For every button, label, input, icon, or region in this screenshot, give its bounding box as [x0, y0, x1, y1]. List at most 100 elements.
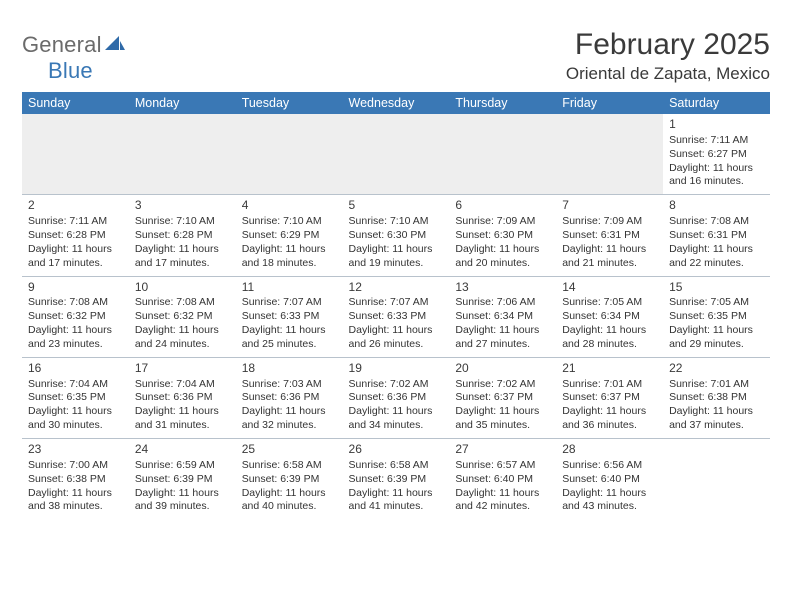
day-cell: 23Sunrise: 7:00 AMSunset: 6:38 PMDayligh…: [22, 439, 129, 520]
day-cell: 11Sunrise: 7:07 AMSunset: 6:33 PMDayligh…: [236, 276, 343, 357]
day-number: 17: [135, 361, 230, 377]
day-number: 21: [562, 361, 657, 377]
day-cell: 27Sunrise: 6:57 AMSunset: 6:40 PMDayligh…: [449, 439, 556, 520]
day-number: 11: [242, 280, 337, 296]
sunset-line: Sunset: 6:32 PM: [28, 310, 123, 324]
calendar-body: 1Sunrise: 7:11 AMSunset: 6:27 PMDaylight…: [22, 114, 770, 519]
sunset-line: Sunset: 6:39 PM: [242, 473, 337, 487]
day-number: 25: [242, 442, 337, 458]
daylight-line: Daylight: 11 hours and 20 minutes.: [455, 243, 550, 271]
sunrise-line: Sunrise: 7:10 AM: [135, 215, 230, 229]
day-cell: 28Sunrise: 6:56 AMSunset: 6:40 PMDayligh…: [556, 439, 663, 520]
sunset-line: Sunset: 6:29 PM: [242, 229, 337, 243]
daylight-line: Daylight: 11 hours and 35 minutes.: [455, 405, 550, 433]
sunset-line: Sunset: 6:35 PM: [669, 310, 764, 324]
day-cell: [449, 114, 556, 195]
sunrise-line: Sunrise: 7:00 AM: [28, 459, 123, 473]
sunset-line: Sunset: 6:30 PM: [349, 229, 444, 243]
sunset-line: Sunset: 6:40 PM: [455, 473, 550, 487]
day-number: 4: [242, 198, 337, 214]
daylight-line: Daylight: 11 hours and 30 minutes.: [28, 405, 123, 433]
day-cell: 18Sunrise: 7:03 AMSunset: 6:36 PMDayligh…: [236, 357, 343, 438]
sunrise-line: Sunrise: 7:08 AM: [135, 296, 230, 310]
sunrise-line: Sunrise: 6:57 AM: [455, 459, 550, 473]
calendar-table: SundayMondayTuesdayWednesdayThursdayFrid…: [22, 92, 770, 519]
day-cell: [343, 114, 450, 195]
brand-name-blue: Blue: [48, 58, 93, 83]
sunset-line: Sunset: 6:33 PM: [242, 310, 337, 324]
sunset-line: Sunset: 6:36 PM: [242, 391, 337, 405]
day-cell: 13Sunrise: 7:06 AMSunset: 6:34 PMDayligh…: [449, 276, 556, 357]
sunrise-line: Sunrise: 7:09 AM: [455, 215, 550, 229]
sunset-line: Sunset: 6:28 PM: [135, 229, 230, 243]
sunrise-line: Sunrise: 7:02 AM: [349, 378, 444, 392]
day-cell: 26Sunrise: 6:58 AMSunset: 6:39 PMDayligh…: [343, 439, 450, 520]
sunset-line: Sunset: 6:39 PM: [135, 473, 230, 487]
day-number: 18: [242, 361, 337, 377]
sunrise-line: Sunrise: 7:05 AM: [562, 296, 657, 310]
day-number: 22: [669, 361, 764, 377]
sunrise-line: Sunrise: 6:59 AM: [135, 459, 230, 473]
day-cell: 7Sunrise: 7:09 AMSunset: 6:31 PMDaylight…: [556, 195, 663, 276]
day-cell: 14Sunrise: 7:05 AMSunset: 6:34 PMDayligh…: [556, 276, 663, 357]
sunset-line: Sunset: 6:38 PM: [28, 473, 123, 487]
sunset-line: Sunset: 6:36 PM: [135, 391, 230, 405]
sunset-line: Sunset: 6:32 PM: [135, 310, 230, 324]
day-number: 19: [349, 361, 444, 377]
daylight-line: Daylight: 11 hours and 17 minutes.: [28, 243, 123, 271]
title-block: February 2025 Oriental de Zapata, Mexico: [566, 28, 770, 84]
daylight-line: Daylight: 11 hours and 26 minutes.: [349, 324, 444, 352]
sunrise-line: Sunrise: 7:02 AM: [455, 378, 550, 392]
day-number: 2: [28, 198, 123, 214]
sunset-line: Sunset: 6:37 PM: [562, 391, 657, 405]
day-cell: 16Sunrise: 7:04 AMSunset: 6:35 PMDayligh…: [22, 357, 129, 438]
day-cell: 21Sunrise: 7:01 AMSunset: 6:37 PMDayligh…: [556, 357, 663, 438]
weekday-header: Tuesday: [236, 92, 343, 114]
daylight-line: Daylight: 11 hours and 42 minutes.: [455, 487, 550, 515]
sunset-line: Sunset: 6:34 PM: [562, 310, 657, 324]
daylight-line: Daylight: 11 hours and 16 minutes.: [669, 162, 764, 190]
sunset-line: Sunset: 6:39 PM: [349, 473, 444, 487]
daylight-line: Daylight: 11 hours and 17 minutes.: [135, 243, 230, 271]
day-number: 26: [349, 442, 444, 458]
day-cell: [129, 114, 236, 195]
day-cell: 17Sunrise: 7:04 AMSunset: 6:36 PMDayligh…: [129, 357, 236, 438]
weekday-header: Sunday: [22, 92, 129, 114]
daylight-line: Daylight: 11 hours and 24 minutes.: [135, 324, 230, 352]
calendar-row: 16Sunrise: 7:04 AMSunset: 6:35 PMDayligh…: [22, 357, 770, 438]
sunrise-line: Sunrise: 7:06 AM: [455, 296, 550, 310]
sunrise-line: Sunrise: 7:03 AM: [242, 378, 337, 392]
daylight-line: Daylight: 11 hours and 36 minutes.: [562, 405, 657, 433]
sunset-line: Sunset: 6:40 PM: [562, 473, 657, 487]
day-cell: [556, 114, 663, 195]
day-number: 9: [28, 280, 123, 296]
header: General Blue February 2025 Oriental de Z…: [22, 28, 770, 84]
weekday-header: Monday: [129, 92, 236, 114]
page-title: February 2025: [566, 28, 770, 62]
calendar-row: 23Sunrise: 7:00 AMSunset: 6:38 PMDayligh…: [22, 439, 770, 520]
day-number: 3: [135, 198, 230, 214]
brand-name: General Blue: [22, 32, 125, 84]
calendar-row: 1Sunrise: 7:11 AMSunset: 6:27 PMDaylight…: [22, 114, 770, 195]
daylight-line: Daylight: 11 hours and 31 minutes.: [135, 405, 230, 433]
day-number: 28: [562, 442, 657, 458]
location-label: Oriental de Zapata, Mexico: [566, 64, 770, 84]
sunset-line: Sunset: 6:31 PM: [562, 229, 657, 243]
day-cell: 19Sunrise: 7:02 AMSunset: 6:36 PMDayligh…: [343, 357, 450, 438]
daylight-line: Daylight: 11 hours and 25 minutes.: [242, 324, 337, 352]
daylight-line: Daylight: 11 hours and 21 minutes.: [562, 243, 657, 271]
sunset-line: Sunset: 6:27 PM: [669, 148, 764, 162]
sunrise-line: Sunrise: 7:07 AM: [349, 296, 444, 310]
day-number: 1: [669, 117, 764, 133]
day-number: 5: [349, 198, 444, 214]
sunrise-line: Sunrise: 7:10 AM: [349, 215, 444, 229]
calendar-header: SundayMondayTuesdayWednesdayThursdayFrid…: [22, 92, 770, 114]
day-number: 6: [455, 198, 550, 214]
sunrise-line: Sunrise: 7:08 AM: [669, 215, 764, 229]
daylight-line: Daylight: 11 hours and 18 minutes.: [242, 243, 337, 271]
day-cell: 2Sunrise: 7:11 AMSunset: 6:28 PMDaylight…: [22, 195, 129, 276]
sunset-line: Sunset: 6:37 PM: [455, 391, 550, 405]
day-number: 7: [562, 198, 657, 214]
day-cell: [236, 114, 343, 195]
calendar-row: 2Sunrise: 7:11 AMSunset: 6:28 PMDaylight…: [22, 195, 770, 276]
